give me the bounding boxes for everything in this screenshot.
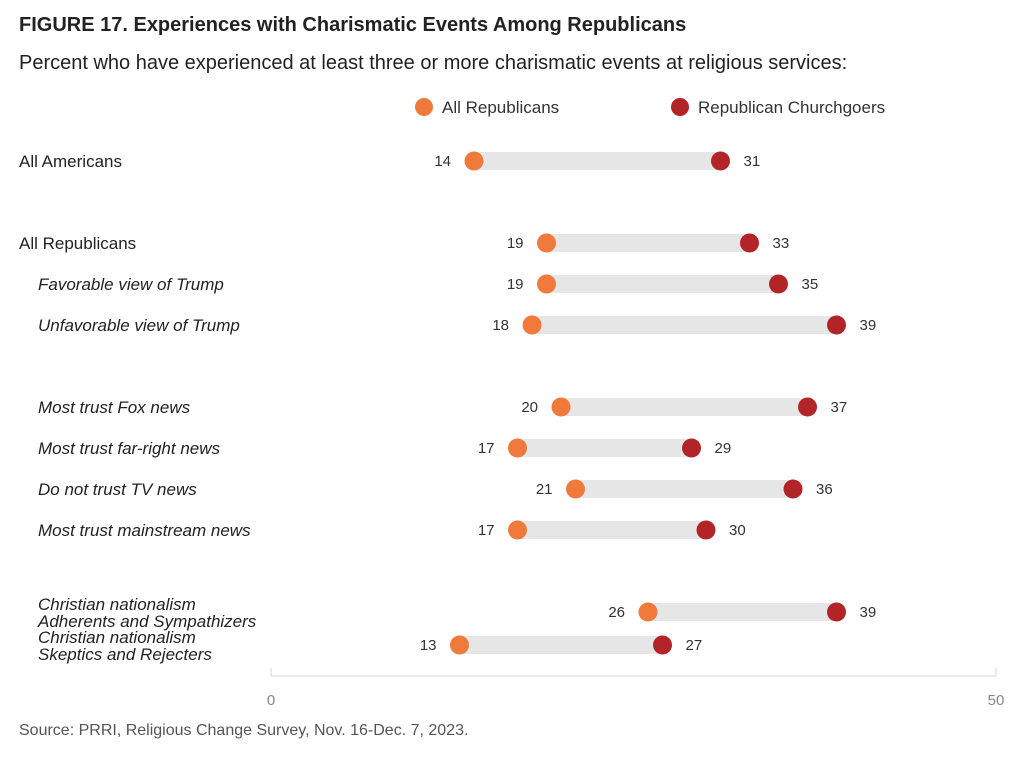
row-label: Most trust Fox news — [38, 398, 191, 417]
legend-marker — [415, 98, 433, 116]
row-label: Most trust mainstream news — [38, 521, 251, 540]
dot-all-republicans — [537, 233, 556, 253]
value-label-republican-churchgoers: 39 — [860, 317, 877, 334]
value-label-all-republicans: 14 — [434, 153, 451, 170]
x-tick-label: 50 — [988, 692, 1005, 709]
dot-all-republicans — [551, 397, 571, 417]
dot-all-republicans — [522, 315, 542, 335]
row-label: Christian nationalism Adherents and Sympa… — [37, 595, 257, 631]
dot-republican-churchgoers — [827, 315, 846, 335]
row-label-line: Christian nationalism — [38, 628, 196, 647]
source-note: Source: PRRI, Religious Change Survey, N… — [19, 722, 469, 739]
row-label: Most trust far-right news — [38, 439, 221, 458]
dot-republican-churchgoers — [740, 233, 759, 253]
dot-all-republicans — [450, 635, 469, 655]
legend-label: All Republicans — [442, 98, 559, 117]
row-label: All Americans — [19, 152, 122, 171]
row-label-line: Christian nationalism — [38, 595, 196, 614]
value-label-republican-churchgoers: 36 — [816, 481, 833, 498]
value-label-all-republicans: 19 — [507, 235, 524, 252]
row-label-line: Skeptics and Rejecters — [38, 645, 212, 664]
row-label-line: Adherents and Sympathizers — [37, 612, 257, 631]
legend-marker — [671, 98, 689, 116]
dot-republican-churchgoers — [769, 274, 788, 294]
value-label-republican-churchgoers: 39 — [860, 604, 877, 621]
x-tick-label: 0 — [267, 692, 275, 709]
value-label-all-republicans: 19 — [507, 276, 524, 293]
dot-all-republicans — [638, 602, 658, 622]
row-label: Unfavorable view of Trump — [38, 316, 240, 335]
legend-label: Republican Churchgoers — [698, 98, 885, 117]
value-label-republican-churchgoers: 35 — [802, 276, 819, 293]
value-label-all-republicans: 20 — [521, 399, 538, 416]
value-label-all-republicans: 17 — [478, 522, 495, 539]
value-label-republican-churchgoers: 33 — [773, 235, 790, 252]
dot-all-republicans — [508, 438, 527, 458]
value-label-all-republicans: 17 — [478, 440, 495, 457]
value-label-all-republicans: 18 — [492, 317, 509, 334]
dot-republican-churchgoers — [798, 397, 817, 417]
chart-title: FIGURE 17. Experiences with Charismatic … — [19, 14, 687, 36]
value-label-all-republicans: 13 — [420, 637, 437, 654]
row-label: Christian nationalism Skeptics and Reject… — [38, 628, 212, 664]
dot-all-republicans — [537, 274, 556, 294]
row-label: Favorable view of Trump — [38, 275, 224, 294]
value-label-republican-churchgoers: 31 — [744, 153, 761, 170]
dot-all-republicans — [566, 479, 585, 499]
dot-republican-churchgoers — [783, 479, 803, 499]
dot-all-republicans — [508, 520, 527, 540]
dot-republican-churchgoers — [711, 151, 730, 171]
dot-all-republicans — [464, 151, 484, 171]
value-label-republican-churchgoers: 27 — [686, 637, 703, 654]
dot-republican-churchgoers — [696, 520, 716, 540]
row-label: Do not trust TV news — [38, 480, 197, 499]
value-label-republican-churchgoers: 30 — [729, 522, 746, 539]
value-label-all-republicans: 26 — [608, 604, 625, 621]
dot-republican-churchgoers — [653, 635, 672, 655]
dot-republican-churchgoers — [827, 602, 846, 622]
chart-subtitle: Percent who have experienced at least th… — [19, 52, 848, 74]
row-label: All Republicans — [19, 234, 136, 253]
value-label-republican-churchgoers: 29 — [715, 440, 732, 457]
dot-republican-churchgoers — [682, 438, 701, 458]
value-label-all-republicans: 21 — [536, 481, 553, 498]
value-label-republican-churchgoers: 37 — [831, 399, 848, 416]
